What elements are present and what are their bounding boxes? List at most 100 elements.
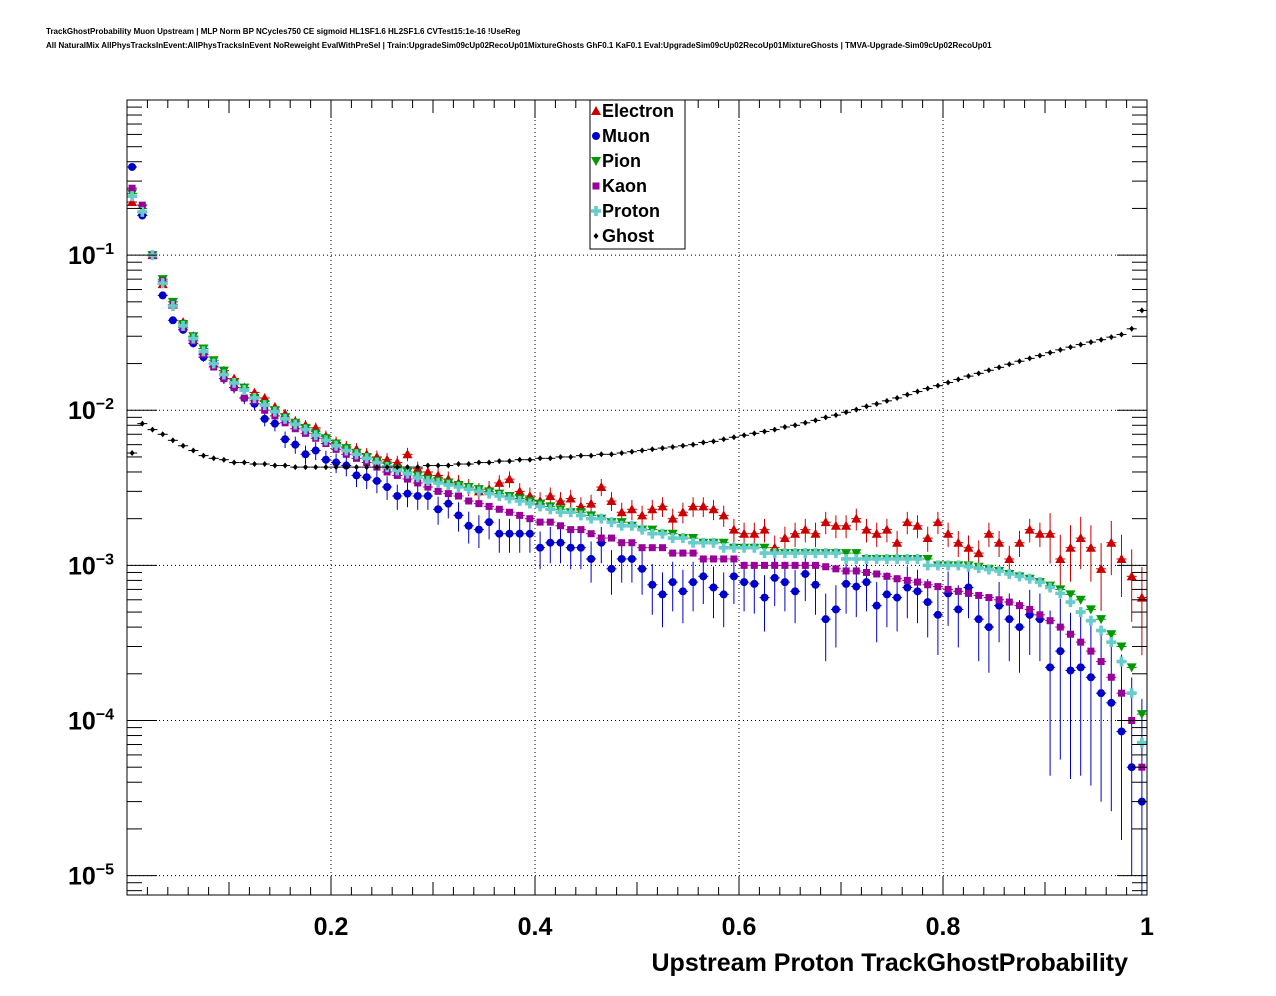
- data-point-proton: [739, 542, 750, 553]
- data-point-muon: [1015, 623, 1024, 632]
- data-point-pion: [1075, 595, 1086, 605]
- data-point-ghost: [629, 448, 635, 455]
- data-point-kaon: [863, 568, 870, 576]
- data-point-ghost: [1057, 346, 1063, 353]
- data-point-muon: [831, 605, 840, 614]
- data-point-proton: [310, 430, 321, 441]
- data-point-kaon: [1056, 623, 1064, 631]
- data-point-kaon: [577, 526, 585, 534]
- data-point-proton: [657, 528, 668, 539]
- data-point-proton: [137, 206, 148, 217]
- data-point-electron: [1106, 537, 1117, 547]
- data-point-kaon: [128, 184, 136, 192]
- data-point-ghost: [598, 451, 604, 458]
- data-point-kaon: [914, 578, 921, 586]
- data-point-kaon: [761, 561, 768, 569]
- data-point-electron: [1004, 553, 1015, 563]
- series-electron: [127, 197, 1147, 656]
- data-point-kaon: [1118, 689, 1125, 697]
- data-point-electron: [606, 495, 617, 505]
- data-point-ghost: [323, 464, 329, 471]
- data-point-electron: [1014, 537, 1025, 547]
- data-point-ghost: [241, 459, 247, 466]
- data-point-ghost: [262, 461, 268, 468]
- data-point-electron: [943, 528, 954, 538]
- data-point-kaon: [679, 549, 687, 557]
- data-point-ghost: [384, 464, 390, 471]
- data-point-ghost: [782, 423, 788, 430]
- data-point-proton: [973, 563, 984, 574]
- data-point-kaon: [240, 394, 248, 402]
- data-point-pion: [1136, 710, 1147, 720]
- data-point-muon: [332, 458, 341, 467]
- data-point-kaon: [1016, 602, 1023, 610]
- data-point-ghost: [945, 379, 951, 386]
- data-point-proton: [545, 504, 556, 515]
- data-point-electron: [1045, 528, 1056, 538]
- data-point-muon: [893, 593, 902, 602]
- data-point-proton: [300, 424, 311, 435]
- data-point-ghost: [609, 451, 614, 458]
- grid-lines: [127, 100, 1147, 895]
- data-point-electron: [1116, 553, 1127, 563]
- data-point-kaon: [261, 406, 269, 414]
- data-point-kaon: [485, 502, 493, 510]
- data-point-muon: [974, 615, 983, 624]
- data-point-proton: [463, 484, 474, 495]
- data-point-ghost: [670, 443, 676, 450]
- data-point-electron: [851, 513, 862, 523]
- data-point-muon: [1046, 663, 1055, 672]
- data-point-ghost: [1119, 331, 1124, 338]
- data-point-electron: [953, 537, 964, 547]
- data-point-electron: [871, 528, 882, 538]
- data-point-ghost: [711, 438, 716, 445]
- data-point-kaon: [557, 522, 564, 530]
- data-point-muon: [1127, 763, 1136, 772]
- data-point-muon: [321, 455, 330, 464]
- data-point-ghost: [843, 409, 849, 416]
- data-point-ghost: [190, 447, 196, 454]
- data-point-ghost: [1098, 336, 1104, 343]
- data-point-kaon: [975, 591, 983, 599]
- data-point-kaon: [404, 475, 411, 483]
- series-muon: [127, 162, 1147, 895]
- data-points: [127, 162, 1147, 895]
- data-point-proton: [881, 553, 892, 564]
- data-point-electron: [596, 482, 607, 492]
- data-point-muon: [566, 543, 575, 552]
- data-point-muon: [362, 473, 371, 482]
- data-point-ghost: [578, 452, 584, 459]
- data-point-ghost: [853, 406, 859, 413]
- data-point-electron: [983, 528, 994, 538]
- data-point-ghost: [527, 456, 533, 463]
- x-tick-label: 0.6: [722, 913, 757, 941]
- data-point-proton: [259, 400, 270, 411]
- legend-label-kaon: Kaon: [602, 176, 647, 196]
- data-point-muon: [689, 578, 698, 587]
- data-point-kaon: [526, 515, 534, 523]
- data-point-muon: [607, 564, 616, 573]
- data-point-ghost: [466, 461, 472, 468]
- data-point-muon: [1107, 698, 1116, 707]
- data-point-electron: [881, 524, 892, 534]
- data-point-muon: [1076, 663, 1085, 672]
- data-point-electron: [932, 517, 943, 527]
- data-point-muon: [923, 598, 932, 607]
- data-point-proton: [779, 548, 790, 559]
- data-point-pion: [1116, 642, 1127, 652]
- legend-marker-pion: [591, 157, 601, 166]
- data-point-kaon: [1067, 630, 1074, 638]
- data-point-electron: [739, 528, 750, 538]
- data-point-ghost: [884, 397, 890, 404]
- data-point-ghost: [221, 456, 227, 463]
- data-point-pion: [851, 549, 862, 559]
- data-point-muon: [842, 579, 851, 588]
- data-point-kaon: [455, 492, 462, 500]
- data-point-ghost: [894, 394, 900, 401]
- data-point-proton: [1004, 568, 1015, 579]
- data-point-electron: [575, 501, 586, 511]
- data-point-ghost: [741, 432, 747, 439]
- data-point-kaon: [414, 479, 422, 487]
- data-point-ghost: [354, 464, 359, 471]
- data-point-proton: [759, 548, 770, 559]
